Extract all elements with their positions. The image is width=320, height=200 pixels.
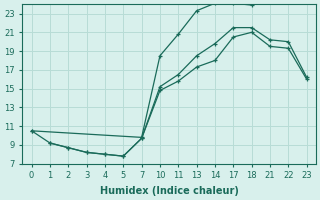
X-axis label: Humidex (Indice chaleur): Humidex (Indice chaleur)	[100, 186, 239, 196]
